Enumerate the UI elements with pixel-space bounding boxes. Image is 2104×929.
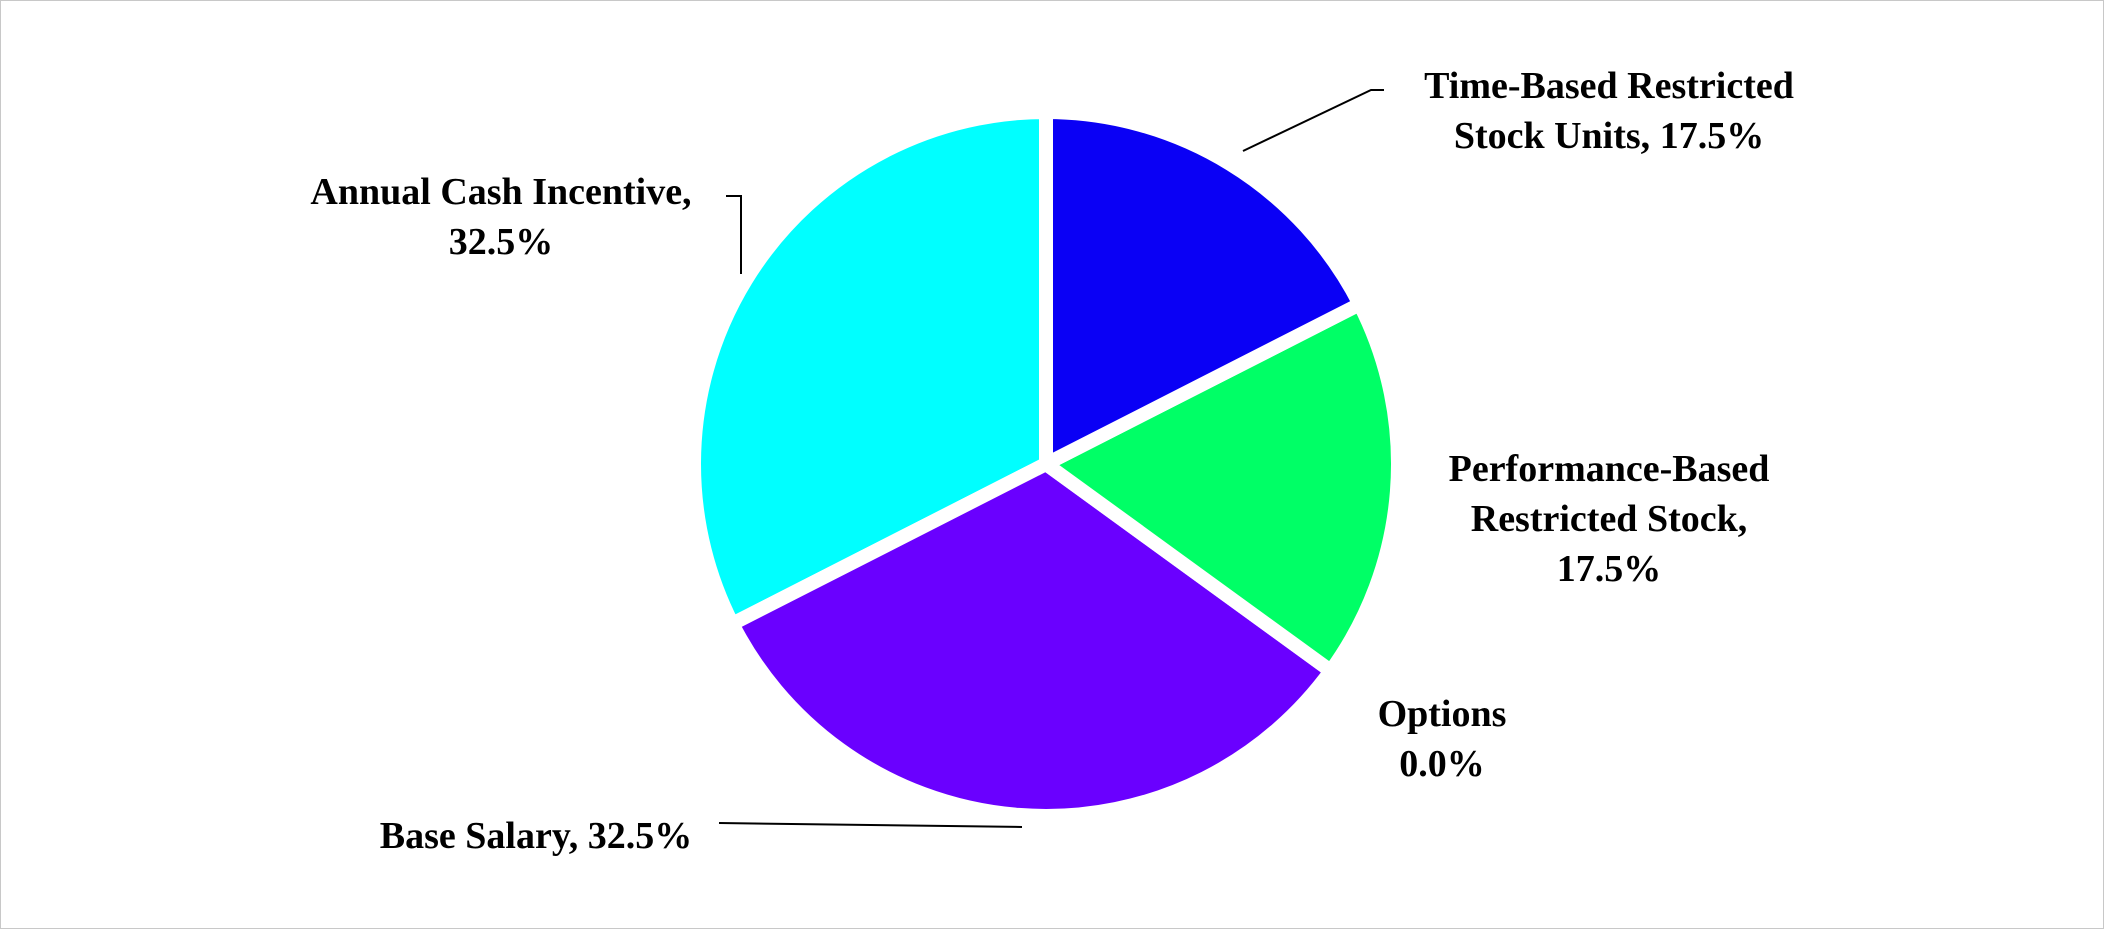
leader-line [726,195,742,274]
category-label: Annual Cash Incentive, [310,171,692,213]
value-label: 0.0% [1399,743,1485,785]
value-label: 17.5% [1556,548,1662,590]
value-label: 32.5% [587,815,693,857]
pie-slice [722,455,1341,823]
category-label: Time-Based Restricted Stock Units, [1424,65,1794,157]
leader-line [718,822,1023,828]
pie-slice [687,104,1053,634]
slice-label: Time-Based Restricted Stock Units, 17.5% [1394,61,1824,161]
leader-line [1242,89,1384,152]
category-label: Performance-Based Restricted Stock, [1448,448,1770,540]
pie-slice [1039,104,1370,476]
value-label: 32.5% [448,221,554,263]
value-label: 17.5% [1659,115,1765,157]
category-label: Base Salary, [379,815,579,857]
slice-label: Base Salary, 32.5% [286,811,786,861]
slice-label: Annual Cash Incentive, 32.5% [291,167,711,267]
pie-slice [1032,294,1405,681]
category-label: Options [1377,693,1507,735]
slice-label: Performance-Based Restricted Stock, 17.5… [1419,444,1799,594]
slice-label: Options 0.0% [1362,689,1522,789]
